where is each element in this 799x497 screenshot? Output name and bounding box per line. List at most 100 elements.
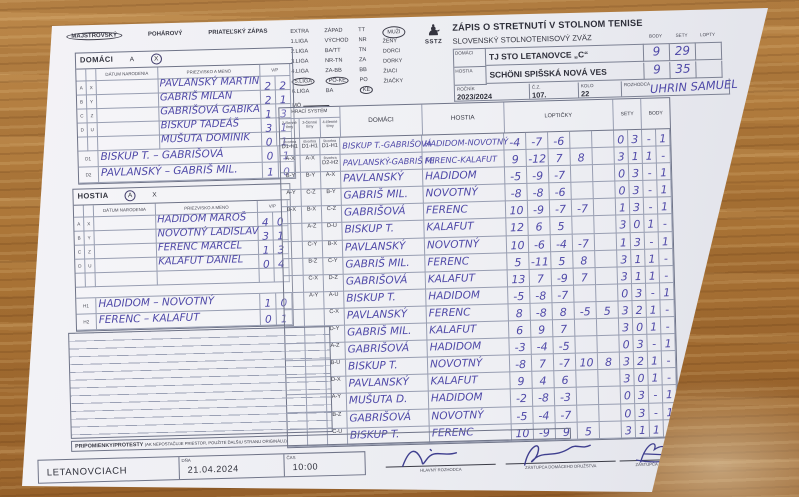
set1-balls-cell: -8	[505, 184, 528, 202]
set5-balls-cell: 8	[597, 352, 621, 371]
sets-away-cell: 1	[628, 146, 643, 165]
col-lopticky: LOPTIČKY	[503, 99, 614, 133]
circle-annotation: A	[124, 190, 137, 202]
points-home-cell: -	[643, 197, 659, 216]
sets-away-cell: 0	[632, 317, 648, 336]
home-body-score: 9	[643, 43, 671, 62]
points-away-cell: 1	[656, 163, 672, 181]
away-player-cell: FERENC-KALAFUT	[422, 150, 505, 170]
date-cell: DŇA 21.04.2024	[179, 454, 285, 480]
sets-away-cell: 0	[630, 215, 645, 233]
sets-away-cell: 3	[632, 283, 647, 302]
set3-balls-cell: -7	[548, 165, 572, 184]
home-player-cell: BISKUP T.	[344, 289, 427, 309]
points-home-cell: -	[641, 129, 657, 147]
sets-away-cell: 1	[631, 249, 646, 267]
col-sety: SETY	[675, 32, 688, 38]
set5-balls-cell	[592, 147, 615, 166]
points-away-cell: 1	[661, 334, 676, 352]
losses-cell: 1	[275, 90, 292, 106]
set2-balls-cell: -7	[526, 132, 549, 150]
wins-cell: 1	[260, 293, 277, 310]
points-away-cell: 1	[657, 197, 673, 215]
home-player-cell: PAVLANSKÝ	[342, 238, 426, 258]
set3-balls-cell: -5	[553, 336, 576, 355]
home-player-cell: GABRIŠ MIL.	[341, 186, 424, 207]
referee-signature	[385, 441, 496, 468]
match-type-majstrovsky: MAJSTROVSKÝ	[66, 31, 123, 41]
system3-code-cell: štvorhra D1-H1	[300, 138, 321, 156]
set3-balls-cell: -3	[554, 388, 578, 406]
time-cell: ČAS 10:00	[286, 455, 319, 473]
home-player-cell: GABRIŠ MIL.	[345, 323, 428, 343]
system2-code-cell	[284, 292, 305, 311]
sets-away-cell: 3	[634, 386, 650, 404]
home-player-cell: PAVLANSKÝ	[344, 306, 427, 326]
points-away-cell: -	[660, 299, 675, 318]
points-home-cell: 1	[645, 266, 661, 284]
home-rep-signature	[505, 438, 616, 466]
away-players-table: DÁTUM NARODENIA PRIEZVISKO A MENO V/P A …	[73, 200, 292, 288]
set1-balls-cell: -2	[510, 389, 534, 407]
set3-balls-cell: 6	[554, 370, 577, 389]
set5-balls-cell	[596, 284, 619, 303]
points-away-cell: 1	[663, 402, 678, 420]
away-player-cell: HADIDOM-NOVOTNÝ	[422, 133, 508, 153]
sstz-label: SSTZ	[424, 39, 443, 46]
wins-cell: 0	[261, 132, 278, 149]
set4-balls-cell	[572, 216, 595, 235]
circle-annotation: 5.LIGA	[291, 77, 316, 86]
system4-code-cell: štvorhra D1-H1	[320, 137, 341, 156]
document-code: ZAPIS_CbSTZ	[717, 451, 754, 458]
set4-balls-cell: 10	[575, 353, 599, 371]
home-player-cell: GABRIŠOVÁ	[347, 408, 430, 429]
sets-home-cell: 0	[618, 283, 633, 302]
points-home-cell: 1	[646, 317, 662, 335]
set2-balls-cell: 6	[528, 217, 551, 236]
set4-balls-cell	[574, 284, 597, 303]
points-home-cell: 1	[647, 351, 663, 370]
points-home-cell: 1	[648, 368, 663, 387]
home-sety-score: 29	[669, 42, 697, 62]
set5-balls-cell	[593, 181, 616, 200]
place-date-time-box: LETANOVCIACH DŇA 21.04.2024 ČAS 10:00	[37, 451, 366, 484]
sets-away-cell: 3	[629, 181, 644, 199]
set5-balls-cell	[592, 130, 615, 149]
circle-annotation: PO-KE	[325, 76, 350, 86]
set5-balls-cell: 5	[596, 301, 619, 320]
set4-balls-cell: 7	[573, 267, 597, 286]
away-sety-score: 35	[670, 61, 697, 80]
sets-home-cell: 3	[617, 266, 633, 285]
set1-balls-cell: 10	[505, 201, 529, 219]
sets-home-cell: 0	[619, 335, 634, 353]
league-grid: EXTRA ZÁPAD TT 1.LIGA VÝCHOD NR 2.LIGA BA/TT T…	[290, 25, 378, 109]
sets-away-cell: 2	[632, 300, 647, 319]
home-lopty-score	[695, 41, 723, 61]
set4-balls-cell: 5	[577, 421, 601, 440]
set5-balls-cell	[598, 386, 622, 405]
points-home-cell: -	[643, 180, 658, 199]
set5-balls-cell	[596, 318, 620, 337]
points-home-cell: -	[649, 402, 664, 421]
title-block: ZÁPIS O STRETNUTÍ V STOLNOM TENISE SLOVE…	[452, 16, 738, 102]
points-home-cell: 1	[644, 214, 659, 233]
system2-code-cell	[284, 309, 306, 328]
scoresheet-content: MAJSTROVSKÝ POHÁROVÝ PRIATEĽSKÝ ZÁPAS EX…	[22, 8, 768, 492]
sets-away-cell: 3	[635, 403, 650, 421]
wins-cell: 1	[261, 104, 277, 121]
set5-balls-cell	[595, 250, 618, 268]
sets-away-cell: 3	[627, 129, 643, 148]
wins-cell: 2	[260, 76, 276, 93]
set4-balls-cell: -5	[574, 302, 597, 320]
comments-lined-area	[68, 326, 333, 439]
system3-code-cell: B-Y	[300, 172, 322, 191]
wins-cell: 1	[262, 162, 280, 179]
system2-code-cell: B-Y	[281, 172, 302, 191]
home-doubles-table: D1 BISKUP T. – GABRIŠOVÁ 0 1 D2 PAVLANSK…	[78, 145, 296, 184]
system3-code-cell: A-Z	[302, 223, 323, 242]
set5-balls-cell	[598, 369, 621, 388]
set4-balls-cell	[575, 336, 598, 354]
away-rep-signature	[619, 435, 730, 463]
set3-balls-cell: -6	[548, 131, 571, 150]
set2-balls-cell: -12	[526, 149, 549, 168]
